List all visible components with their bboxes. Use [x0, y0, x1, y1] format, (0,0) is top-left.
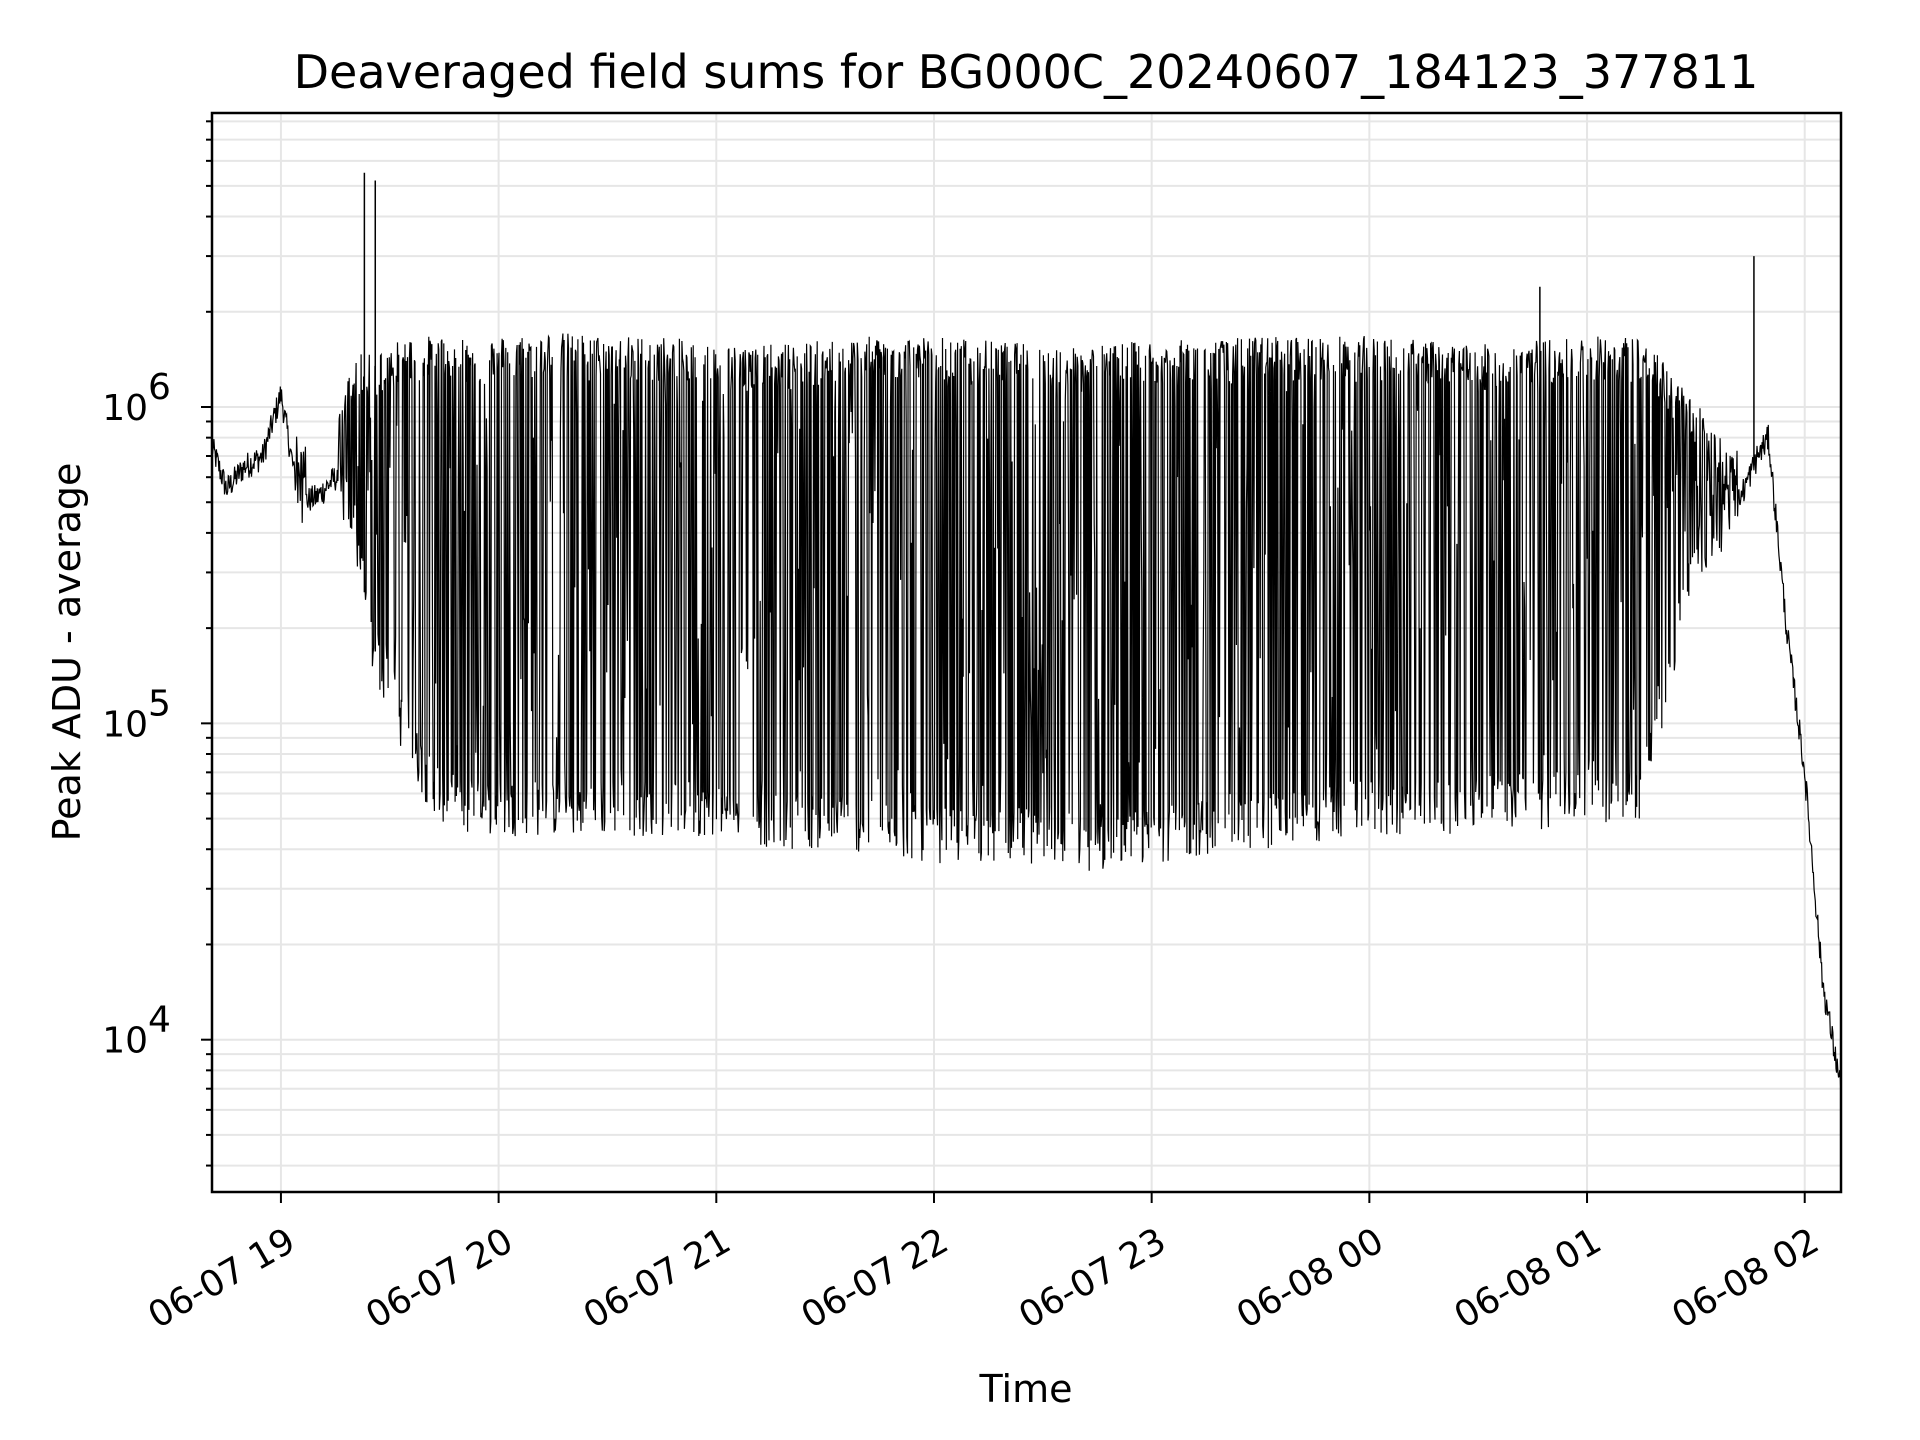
y-tick-label: 10	[102, 1021, 148, 1062]
chart-title: Deaveraged field sums for BG000C_2024060…	[294, 45, 1759, 99]
y-tick-label: 10	[102, 704, 148, 745]
y-tick-label-exponent: 4	[148, 1000, 171, 1041]
x-axis-label: Time	[979, 1367, 1073, 1411]
plot-area-frame	[210, 111, 1843, 1194]
y-axis-label: Peak ADU - average	[45, 463, 89, 842]
y-tick-label-exponent: 5	[148, 683, 171, 724]
series-line-path	[211, 333, 1842, 1102]
data-series-line	[211, 172, 1842, 1102]
y-tick-label: 10	[102, 388, 148, 429]
y-tick-label-exponent: 6	[148, 367, 171, 408]
